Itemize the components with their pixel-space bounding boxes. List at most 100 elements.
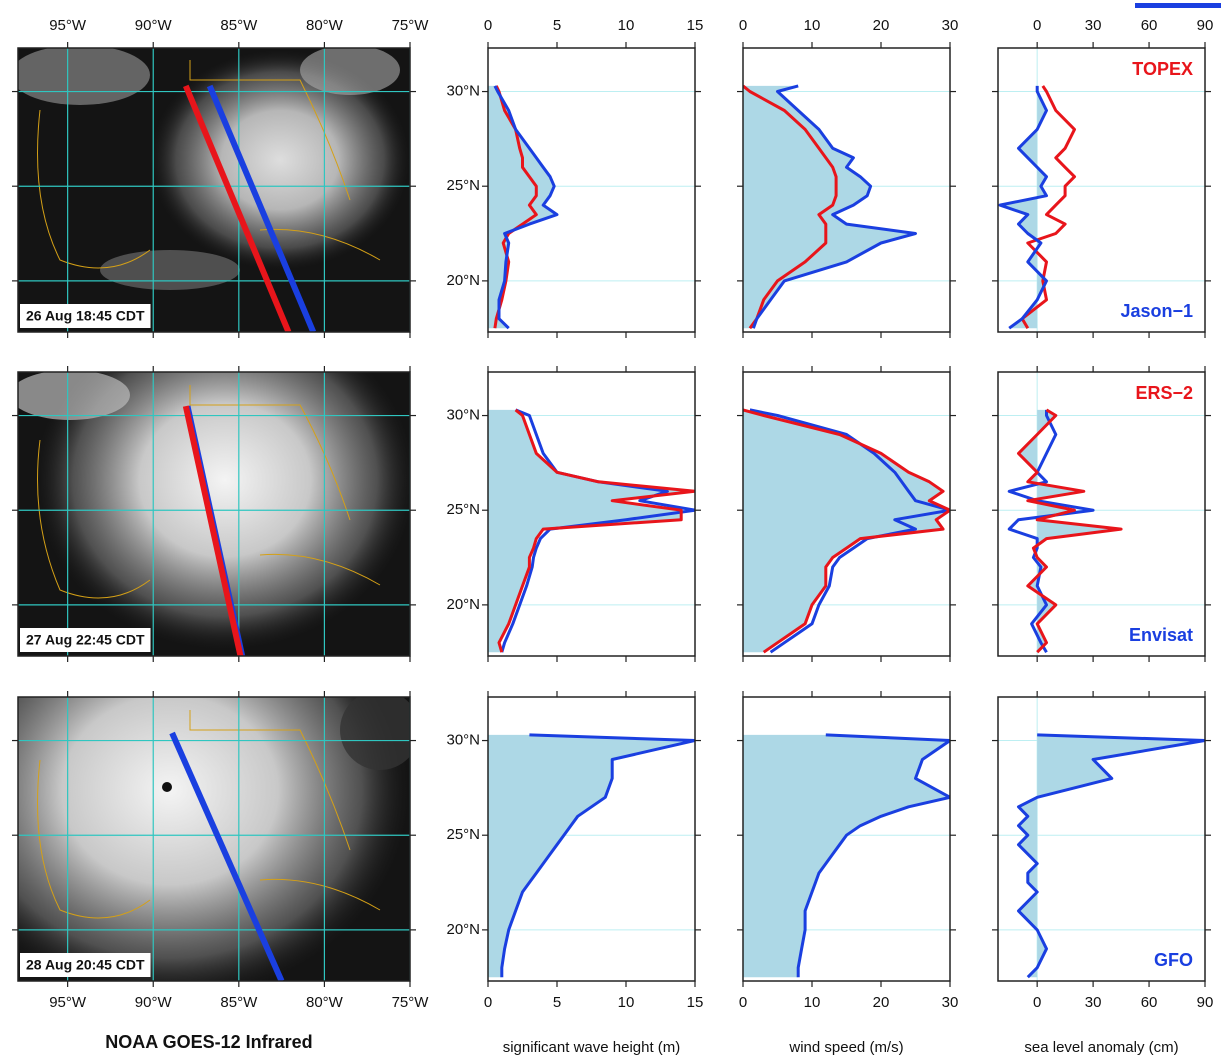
track	[169, 731, 285, 981]
y-tick-label: 25°N	[446, 826, 480, 843]
line	[796, 733, 950, 978]
panel-content	[18, 48, 410, 332]
panel-content	[488, 697, 695, 981]
corner-bar	[1135, 3, 1221, 8]
panel-frame	[742, 371, 951, 657]
track	[182, 405, 244, 656]
date-label: 27 Aug 22:45 CDT	[26, 632, 145, 648]
line	[743, 408, 950, 654]
y-tick-label: 25°N	[446, 177, 480, 194]
track	[183, 84, 292, 332]
x-tick-label: 80°W	[306, 994, 344, 1011]
y-tick-label: 25°N	[446, 501, 480, 518]
x-axis-label: sea level anomaly (cm)	[1024, 1039, 1178, 1056]
panel-content	[743, 48, 950, 332]
x-tick-label: 0	[484, 994, 492, 1011]
x-tick-label: 75°W	[392, 17, 430, 34]
x-tick-label: 60	[1141, 17, 1158, 34]
x-tick-label: 0	[739, 994, 747, 1011]
area	[488, 734, 695, 978]
line	[749, 408, 950, 654]
track	[206, 84, 317, 332]
line	[998, 85, 1048, 330]
line	[1017, 408, 1123, 654]
legend-label: ERS−2	[1135, 383, 1193, 403]
panel-frame	[17, 696, 411, 982]
date-box	[20, 953, 151, 977]
y-tick-label: 20°N	[446, 272, 480, 289]
line	[751, 84, 917, 329]
y-tick-label: 30°N	[446, 83, 480, 100]
panel-content	[743, 372, 950, 656]
area	[488, 409, 695, 653]
x-tick-label: 95°W	[49, 994, 87, 1011]
panel-frame	[997, 696, 1206, 982]
x-axis-label: wind speed (m/s)	[788, 1039, 903, 1056]
panel-content	[743, 697, 950, 981]
area	[743, 734, 950, 978]
panel-frame	[17, 371, 411, 657]
panel-content	[488, 372, 695, 656]
x-tick-label: 30	[942, 17, 959, 34]
panel-content	[488, 48, 695, 332]
x-tick-label: 90	[1197, 17, 1214, 34]
panel-content	[18, 372, 410, 656]
y-tick-label: 30°N	[446, 732, 480, 749]
x-tick-label: 10	[804, 994, 821, 1011]
x-axis-label: significant wave height (m)	[503, 1039, 681, 1056]
panel-frame	[487, 371, 696, 657]
x-tick-label: 10	[618, 17, 635, 34]
legend-label: Jason−1	[1120, 301, 1193, 321]
x-tick-label: 10	[618, 994, 635, 1011]
x-tick-label: 30	[942, 994, 959, 1011]
x-tick-label: 80°W	[306, 17, 344, 34]
x-tick-label: 5	[553, 994, 561, 1011]
area	[1018, 734, 1205, 978]
y-tick-label: 20°N	[446, 921, 480, 938]
x-tick-label: 75°W	[392, 994, 430, 1011]
date-label: 26 Aug 18:45 CDT	[26, 308, 145, 324]
x-tick-label: 15	[687, 17, 704, 34]
x-tick-label: 0	[1033, 994, 1041, 1011]
x-tick-label: 0	[1033, 17, 1041, 34]
y-tick-label: 20°N	[446, 596, 480, 613]
line	[743, 84, 838, 330]
x-tick-label: 95°W	[49, 17, 87, 34]
line	[493, 85, 559, 330]
panel-frame	[487, 696, 696, 982]
legend-label: TOPEX	[1132, 59, 1193, 79]
x-tick-label: 30	[1085, 17, 1102, 34]
chart-title: NOAA GOES-12 Infrared	[105, 1032, 312, 1052]
line	[500, 733, 695, 978]
panel-frame	[742, 696, 951, 982]
x-tick-label: 90	[1197, 994, 1214, 1011]
x-tick-label: 0	[484, 17, 492, 34]
x-tick-label: 85°W	[220, 994, 258, 1011]
panel-content	[18, 697, 410, 981]
line	[1007, 409, 1095, 653]
area	[743, 409, 950, 653]
date-box	[20, 628, 151, 652]
x-tick-label: 85°W	[220, 17, 258, 34]
x-tick-label: 15	[687, 994, 704, 1011]
panel-frame	[742, 47, 951, 333]
x-tick-label: 20	[873, 17, 890, 34]
x-tick-label: 0	[739, 17, 747, 34]
panel-frame	[487, 47, 696, 333]
x-tick-label: 5	[553, 17, 561, 34]
x-tick-label: 90°W	[135, 17, 173, 34]
panel-frame	[17, 47, 411, 333]
date-label: 28 Aug 20:45 CDT	[26, 957, 145, 973]
line	[500, 408, 695, 653]
date-box	[20, 304, 151, 328]
x-tick-label: 20	[873, 994, 890, 1011]
x-tick-label: 90°W	[135, 994, 173, 1011]
x-tick-label: 10	[804, 17, 821, 34]
legend-label: Envisat	[1129, 625, 1193, 645]
panel-content	[998, 697, 1205, 981]
y-tick-label: 30°N	[446, 407, 480, 424]
legend-label: GFO	[1154, 950, 1193, 970]
line	[497, 408, 695, 653]
x-tick-label: 60	[1141, 994, 1158, 1011]
